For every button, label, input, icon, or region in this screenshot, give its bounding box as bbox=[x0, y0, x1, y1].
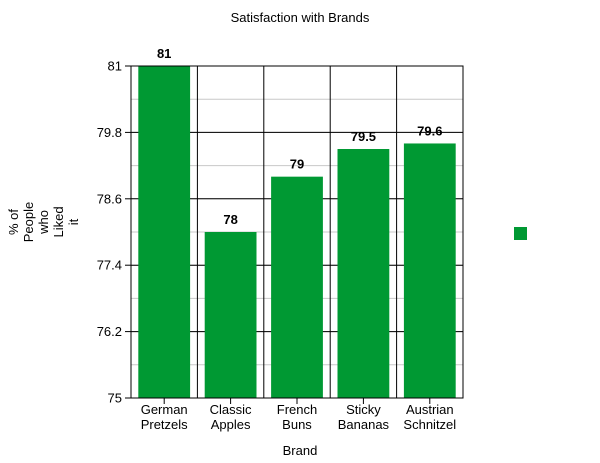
y-axis-label-line: it bbox=[66, 218, 81, 225]
data-label: 79.5 bbox=[351, 129, 376, 144]
y-axis-label-line: People bbox=[21, 202, 36, 242]
legend-swatch bbox=[514, 227, 527, 240]
category-label-line: Austrian bbox=[406, 402, 454, 417]
category-label-line: Classic bbox=[210, 402, 252, 417]
y-tick-label: 77.4 bbox=[97, 258, 122, 273]
y-tick-label: 78.6 bbox=[97, 191, 122, 206]
data-label: 79.6 bbox=[417, 123, 442, 138]
category-label: Sticky Bananas bbox=[338, 402, 390, 432]
y-tick-label: 81 bbox=[108, 59, 122, 74]
labels: 75 76.2 77.4 78.6 79.8 81 81 German Pretzels 78 Cl… bbox=[97, 46, 457, 432]
category-label: Classic Apples bbox=[210, 402, 252, 432]
category-label-line: Buns bbox=[282, 417, 312, 432]
y-tick-label: 79.8 bbox=[97, 125, 122, 140]
bar bbox=[138, 66, 191, 398]
plot-frame bbox=[130, 65, 464, 399]
category-label-line: Sticky bbox=[346, 402, 381, 417]
bar bbox=[403, 143, 456, 398]
category-label-line: Apples bbox=[211, 417, 251, 432]
bar bbox=[271, 176, 323, 398]
bar bbox=[337, 149, 390, 398]
category-label: French Buns bbox=[277, 402, 317, 432]
bar bbox=[204, 232, 257, 398]
chart-title: Satisfaction with Brands bbox=[231, 10, 370, 25]
category-label-line: Pretzels bbox=[141, 417, 188, 432]
category-label-line: Schnitzel bbox=[403, 417, 456, 432]
data-label: 79 bbox=[290, 157, 304, 172]
data-label: 81 bbox=[157, 46, 171, 61]
x-axis-label: Brand bbox=[283, 443, 318, 458]
bars bbox=[138, 66, 456, 398]
y-tick-label: 75 bbox=[108, 391, 122, 406]
y-axis-label-group: % of People who Liked it bbox=[6, 202, 81, 242]
axes bbox=[125, 65, 464, 404]
category-label: Austrian Schnitzel bbox=[403, 402, 456, 432]
category-label-line: French bbox=[277, 402, 317, 417]
y-axis-label-line: % of bbox=[6, 209, 21, 235]
legend bbox=[514, 227, 527, 240]
y-axis-label: % of People who Liked it bbox=[6, 202, 81, 242]
category-label-line: German bbox=[141, 402, 188, 417]
y-axis-label-line: Liked bbox=[51, 206, 66, 237]
category-label-line: Bananas bbox=[338, 417, 390, 432]
y-tick-label: 76.2 bbox=[97, 324, 122, 339]
category-label: German Pretzels bbox=[141, 402, 188, 432]
data-label: 78 bbox=[223, 212, 237, 227]
y-axis-label-line: who bbox=[36, 210, 51, 235]
